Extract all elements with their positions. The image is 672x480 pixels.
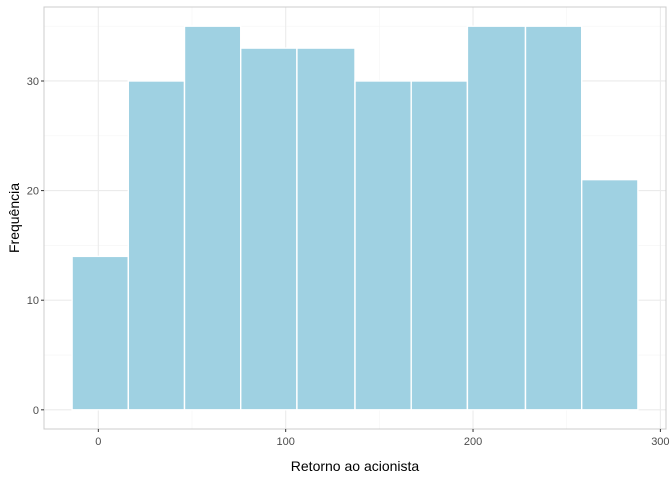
histogram-bar <box>580 178 639 411</box>
histogram-bar <box>296 47 356 411</box>
y-tick-label: 10 <box>27 295 39 307</box>
histogram-bar <box>524 25 583 411</box>
y-tick-label: 20 <box>27 186 39 198</box>
panel-border <box>43 6 667 430</box>
histogram-bar <box>240 47 298 411</box>
x-tick-label: 0 <box>95 436 101 448</box>
histogram-bar <box>127 80 186 411</box>
y-axis-ticks: 0 10 20 30 <box>27 76 44 417</box>
x-tick-label: 100 <box>277 436 295 448</box>
histogram-bars <box>71 25 639 411</box>
x-tick-label: 200 <box>464 436 482 448</box>
histogram-bar <box>183 25 242 411</box>
x-tick-label: 300 <box>651 436 669 448</box>
y-tick-label: 0 <box>33 405 39 417</box>
histogram-bar <box>410 80 469 411</box>
y-axis-title: Frequência <box>6 183 22 253</box>
x-axis-title: Retorno ao acionista <box>291 458 420 474</box>
histogram-bar <box>466 25 527 411</box>
histogram-bar <box>71 255 130 411</box>
x-axis-ticks: 0 100 200 300 <box>95 429 670 448</box>
histogram-bar <box>354 80 412 411</box>
y-tick-label: 30 <box>27 76 39 88</box>
